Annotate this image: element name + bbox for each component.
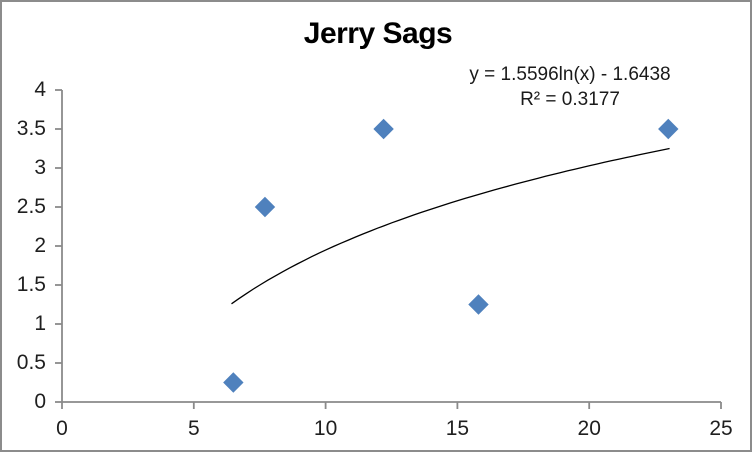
x-axis-tick-label[interactable]: 10 bbox=[314, 417, 337, 440]
y-axis-tick-label[interactable]: 3 bbox=[34, 156, 46, 179]
y-axis-tick-label[interactable]: 0 bbox=[34, 390, 46, 413]
x-axis-tick-label[interactable]: 20 bbox=[578, 417, 601, 440]
x-axis-tick-label[interactable]: 5 bbox=[188, 417, 200, 440]
data-point-marker[interactable] bbox=[373, 118, 394, 140]
y-axis-tick-label[interactable]: 1.5 bbox=[17, 273, 46, 296]
trendline-label[interactable]: y = 1.5596ln(x) - 1.6438 R² = 0.3177 bbox=[409, 62, 731, 112]
x-axis-tick-label[interactable]: 0 bbox=[56, 417, 68, 440]
x-axis-tick-label[interactable]: 15 bbox=[446, 417, 469, 440]
y-axis-tick-label[interactable]: 2.5 bbox=[17, 195, 46, 218]
trendline-r-squared: R² = 0.3177 bbox=[520, 89, 620, 110]
data-point-marker[interactable] bbox=[254, 196, 276, 218]
y-axis-tick-label[interactable]: 1 bbox=[34, 312, 46, 335]
y-axis-tick-label[interactable]: 3.5 bbox=[17, 117, 46, 140]
trendline-curve[interactable] bbox=[231, 147, 670, 305]
data-point-marker[interactable] bbox=[468, 294, 489, 315]
y-axis-tick-label[interactable]: 0.5 bbox=[17, 351, 46, 374]
chart-title[interactable]: Jerry Sags bbox=[303, 17, 453, 50]
trendline-equation: y = 1.5596ln(x) - 1.6438 bbox=[469, 64, 671, 85]
y-axis-tick-label[interactable]: 4 bbox=[34, 78, 46, 101]
x-axis-tick-label[interactable]: 25 bbox=[709, 417, 732, 440]
data-point-marker[interactable] bbox=[658, 118, 679, 140]
data-point-marker[interactable] bbox=[223, 372, 244, 393]
y-axis-tick-label[interactable]: 2 bbox=[34, 234, 46, 257]
